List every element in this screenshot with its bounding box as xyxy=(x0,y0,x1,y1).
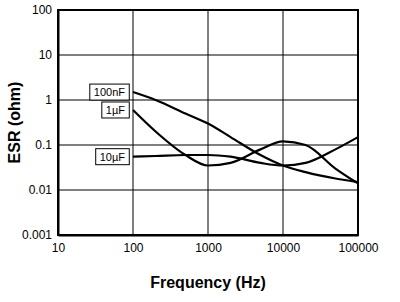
x-grid-line xyxy=(283,10,284,235)
tick: 0.01 xyxy=(29,183,58,197)
tick-label: 10000 xyxy=(267,241,301,255)
tick: 100 xyxy=(32,3,58,17)
y-axis: 0.001 0.01 0.1 1 10 100 xyxy=(22,3,59,242)
series-label-box xyxy=(96,149,130,165)
tick: 100000 xyxy=(338,235,378,255)
tick-label: 1000 xyxy=(195,241,222,255)
plot-frame xyxy=(58,10,358,235)
plot: 101001000100001000000.0010.010.111010010… xyxy=(22,3,379,254)
series-label-text: 100nF xyxy=(94,86,125,98)
chart: 101001000100001000000.0010.010.111010010… xyxy=(0,0,400,302)
tick: 1000 xyxy=(195,235,222,255)
tick-label: 100 xyxy=(123,241,143,255)
grid xyxy=(58,10,358,235)
tick-label: 10 xyxy=(52,241,66,255)
x-axis-title: Frequency (Hz) xyxy=(150,274,266,291)
tick: 10000 xyxy=(267,235,301,255)
y-axis-title: ESR (ohm) xyxy=(6,82,23,164)
lines xyxy=(133,92,358,183)
series-label-text: 1µF xyxy=(106,104,125,116)
tick-label: 100 xyxy=(32,3,52,17)
series-label: 10µF xyxy=(96,149,130,165)
tick-label: 0.01 xyxy=(29,183,53,197)
tick-label: 10 xyxy=(39,48,53,62)
series-label: 1µF xyxy=(102,102,129,118)
series-label-box xyxy=(90,84,129,100)
tick-label: 0.001 xyxy=(22,228,52,242)
series-labels: 100nF 1µF 10µF xyxy=(90,84,129,165)
series-line xyxy=(133,92,358,182)
tick-label: 1 xyxy=(45,93,52,107)
tick: 0.1 xyxy=(35,138,58,152)
x-axis: 10 100 1000 10000 100000 xyxy=(52,235,379,255)
series-line xyxy=(133,110,358,183)
tick: 0.001 xyxy=(22,228,58,242)
series-label-box xyxy=(102,102,129,118)
series-label-text: 10µF xyxy=(100,151,126,163)
x-grid-line xyxy=(133,10,134,235)
y-grid-line xyxy=(58,190,358,191)
tick: 10 xyxy=(52,235,66,255)
tick: 1 xyxy=(45,93,58,107)
tick-label: 0.1 xyxy=(35,138,52,152)
y-grid-line xyxy=(58,145,358,146)
series-line xyxy=(133,137,358,165)
tick: 10 xyxy=(39,48,58,62)
tick: 100 xyxy=(123,235,143,255)
tick-label: 100000 xyxy=(338,241,378,255)
y-grid-line xyxy=(58,55,358,56)
series-label: 100nF xyxy=(90,84,129,100)
